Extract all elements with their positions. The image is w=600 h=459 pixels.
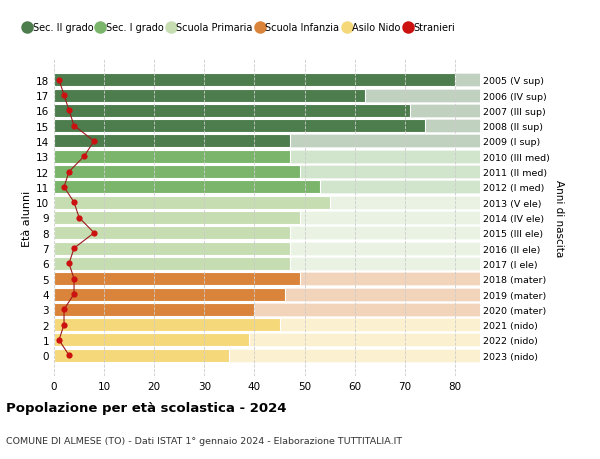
Bar bbox=[54, 227, 480, 240]
Text: Popolazione per età scolastica - 2024: Popolazione per età scolastica - 2024 bbox=[6, 401, 287, 414]
Bar bbox=[54, 120, 480, 133]
Bar bbox=[54, 105, 480, 118]
Bar bbox=[54, 257, 480, 270]
Bar bbox=[54, 334, 480, 347]
Bar bbox=[54, 74, 480, 87]
Bar bbox=[54, 151, 480, 163]
Bar bbox=[54, 120, 425, 133]
Bar bbox=[54, 303, 254, 316]
Bar bbox=[54, 90, 480, 102]
Bar bbox=[54, 334, 250, 347]
Text: COMUNE DI ALMESE (TO) - Dati ISTAT 1° gennaio 2024 - Elaborazione TUTTITALIA.IT: COMUNE DI ALMESE (TO) - Dati ISTAT 1° ge… bbox=[6, 436, 402, 445]
Bar bbox=[54, 105, 410, 118]
Y-axis label: Età alunni: Età alunni bbox=[22, 190, 32, 246]
Bar bbox=[54, 273, 299, 285]
Bar bbox=[54, 181, 320, 194]
Y-axis label: Anni di nascita: Anni di nascita bbox=[554, 179, 563, 257]
Bar bbox=[54, 181, 480, 194]
Bar bbox=[54, 288, 480, 301]
Bar bbox=[54, 166, 299, 179]
Bar bbox=[54, 242, 290, 255]
Bar bbox=[54, 151, 290, 163]
Bar bbox=[54, 212, 299, 224]
Legend: Sec. II grado, Sec. I grado, Scuola Primaria, Scuola Infanzia, Asilo Nido, Stran: Sec. II grado, Sec. I grado, Scuola Prim… bbox=[25, 23, 455, 34]
Bar bbox=[54, 288, 284, 301]
Bar bbox=[54, 303, 480, 316]
Bar bbox=[54, 135, 480, 148]
Bar bbox=[54, 135, 290, 148]
Bar bbox=[54, 273, 480, 285]
Bar bbox=[54, 319, 280, 331]
Bar bbox=[54, 349, 480, 362]
Bar bbox=[54, 349, 229, 362]
Bar bbox=[54, 212, 480, 224]
Bar bbox=[54, 196, 329, 209]
Bar bbox=[54, 227, 290, 240]
Bar bbox=[54, 74, 455, 87]
Bar bbox=[54, 242, 480, 255]
Bar bbox=[54, 196, 480, 209]
Bar bbox=[54, 319, 480, 331]
Bar bbox=[54, 166, 480, 179]
Bar bbox=[54, 90, 365, 102]
Bar bbox=[54, 257, 290, 270]
